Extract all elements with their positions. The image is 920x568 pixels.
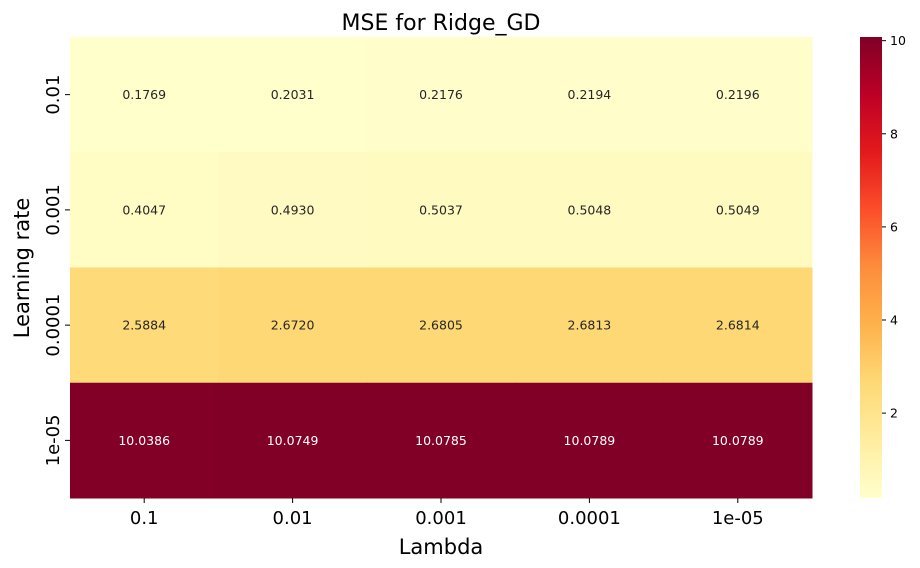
heatmap-cell	[218, 267, 368, 384]
cell-value-label: 0.2176	[419, 87, 463, 102]
heatmap-cell	[218, 152, 368, 268]
heatmap-cells: 0.1769 0.2031 0.2176 0.2194 0.2196 0.4047 0.49…	[70, 37, 813, 499]
cell-value-label: 2.5884	[122, 318, 166, 333]
heatmap-cell	[663, 152, 813, 268]
heatmap-cell	[515, 152, 665, 268]
y-tick-label: 0.01	[43, 75, 64, 115]
heatmap-cell	[366, 267, 516, 384]
heatmap-cell	[663, 37, 813, 153]
colorbar: 2 4 6 8 10	[860, 33, 906, 498]
x-axis-ticks: 0.1 0.01 0.001 0.0001 1e-05	[130, 498, 764, 529]
x-tick-label: 1e-05	[712, 508, 764, 529]
cell-value-label: 10.0789	[564, 433, 616, 448]
cell-value-label: 10.0785	[415, 433, 467, 448]
cell-value-label: 10.0789	[712, 433, 764, 448]
y-tick-label: 0.001	[43, 184, 64, 236]
x-tick-label: 0.001	[415, 508, 467, 529]
y-axis-ticks: 0.01 0.001 0.0001 1e-05	[43, 75, 70, 466]
cell-value-label: 0.2194	[568, 87, 612, 102]
heatmap-cell	[218, 37, 368, 153]
cell-value-label: 0.4930	[271, 202, 315, 217]
cell-value-label: 2.6720	[271, 318, 315, 333]
heatmap-cell	[70, 382, 219, 499]
cell-value-label: 0.5049	[716, 202, 760, 217]
cell-value-label: 2.6814	[716, 318, 760, 333]
cell-value-label: 10.0749	[267, 433, 319, 448]
colorbar-gradient	[860, 37, 882, 498]
x-axis-label: Lambda	[399, 535, 484, 559]
cell-value-label: 0.2031	[271, 87, 315, 102]
heatmap-cell	[70, 152, 219, 268]
chart-title: MSE for Ridge_GD	[342, 11, 541, 36]
cell-value-label: 0.4047	[122, 202, 166, 217]
heatmap-cell	[366, 152, 516, 268]
heatmap-cell	[70, 37, 219, 153]
colorbar-tick-label: 2	[890, 406, 898, 421]
x-tick-label: 0.0001	[558, 508, 621, 529]
cell-value-label: 2.6805	[419, 318, 463, 333]
x-tick-label: 0.01	[273, 508, 313, 529]
colorbar-tick-label: 6	[890, 219, 898, 234]
heatmap-cell	[70, 267, 219, 384]
cell-value-label: 10.0386	[118, 433, 170, 448]
heatmap-cell	[515, 382, 665, 499]
heatmap-cell	[218, 382, 368, 499]
heatmap-cell	[663, 267, 813, 384]
cell-value-label: 2.6813	[568, 318, 612, 333]
cell-value-label: 0.5037	[419, 202, 463, 217]
y-axis-label: Learning rate	[10, 198, 34, 339]
cell-value-label: 0.2196	[716, 87, 760, 102]
heatmap-cell	[515, 37, 665, 153]
x-tick-label: 0.1	[130, 508, 159, 529]
heatmap-cell	[366, 382, 516, 499]
heatmap-cell	[663, 382, 813, 499]
y-tick-label: 0.0001	[43, 294, 64, 357]
heatmap-cell	[366, 37, 516, 153]
cell-value-label: 0.5048	[568, 202, 612, 217]
colorbar-tick-label: 4	[890, 313, 898, 328]
cell-value-label: 0.1769	[122, 87, 166, 102]
y-tick-label: 1e-05	[43, 414, 64, 466]
colorbar-tick-label: 10	[890, 33, 906, 48]
colorbar-tick-label: 8	[890, 126, 898, 141]
heatmap-cell	[515, 267, 665, 384]
